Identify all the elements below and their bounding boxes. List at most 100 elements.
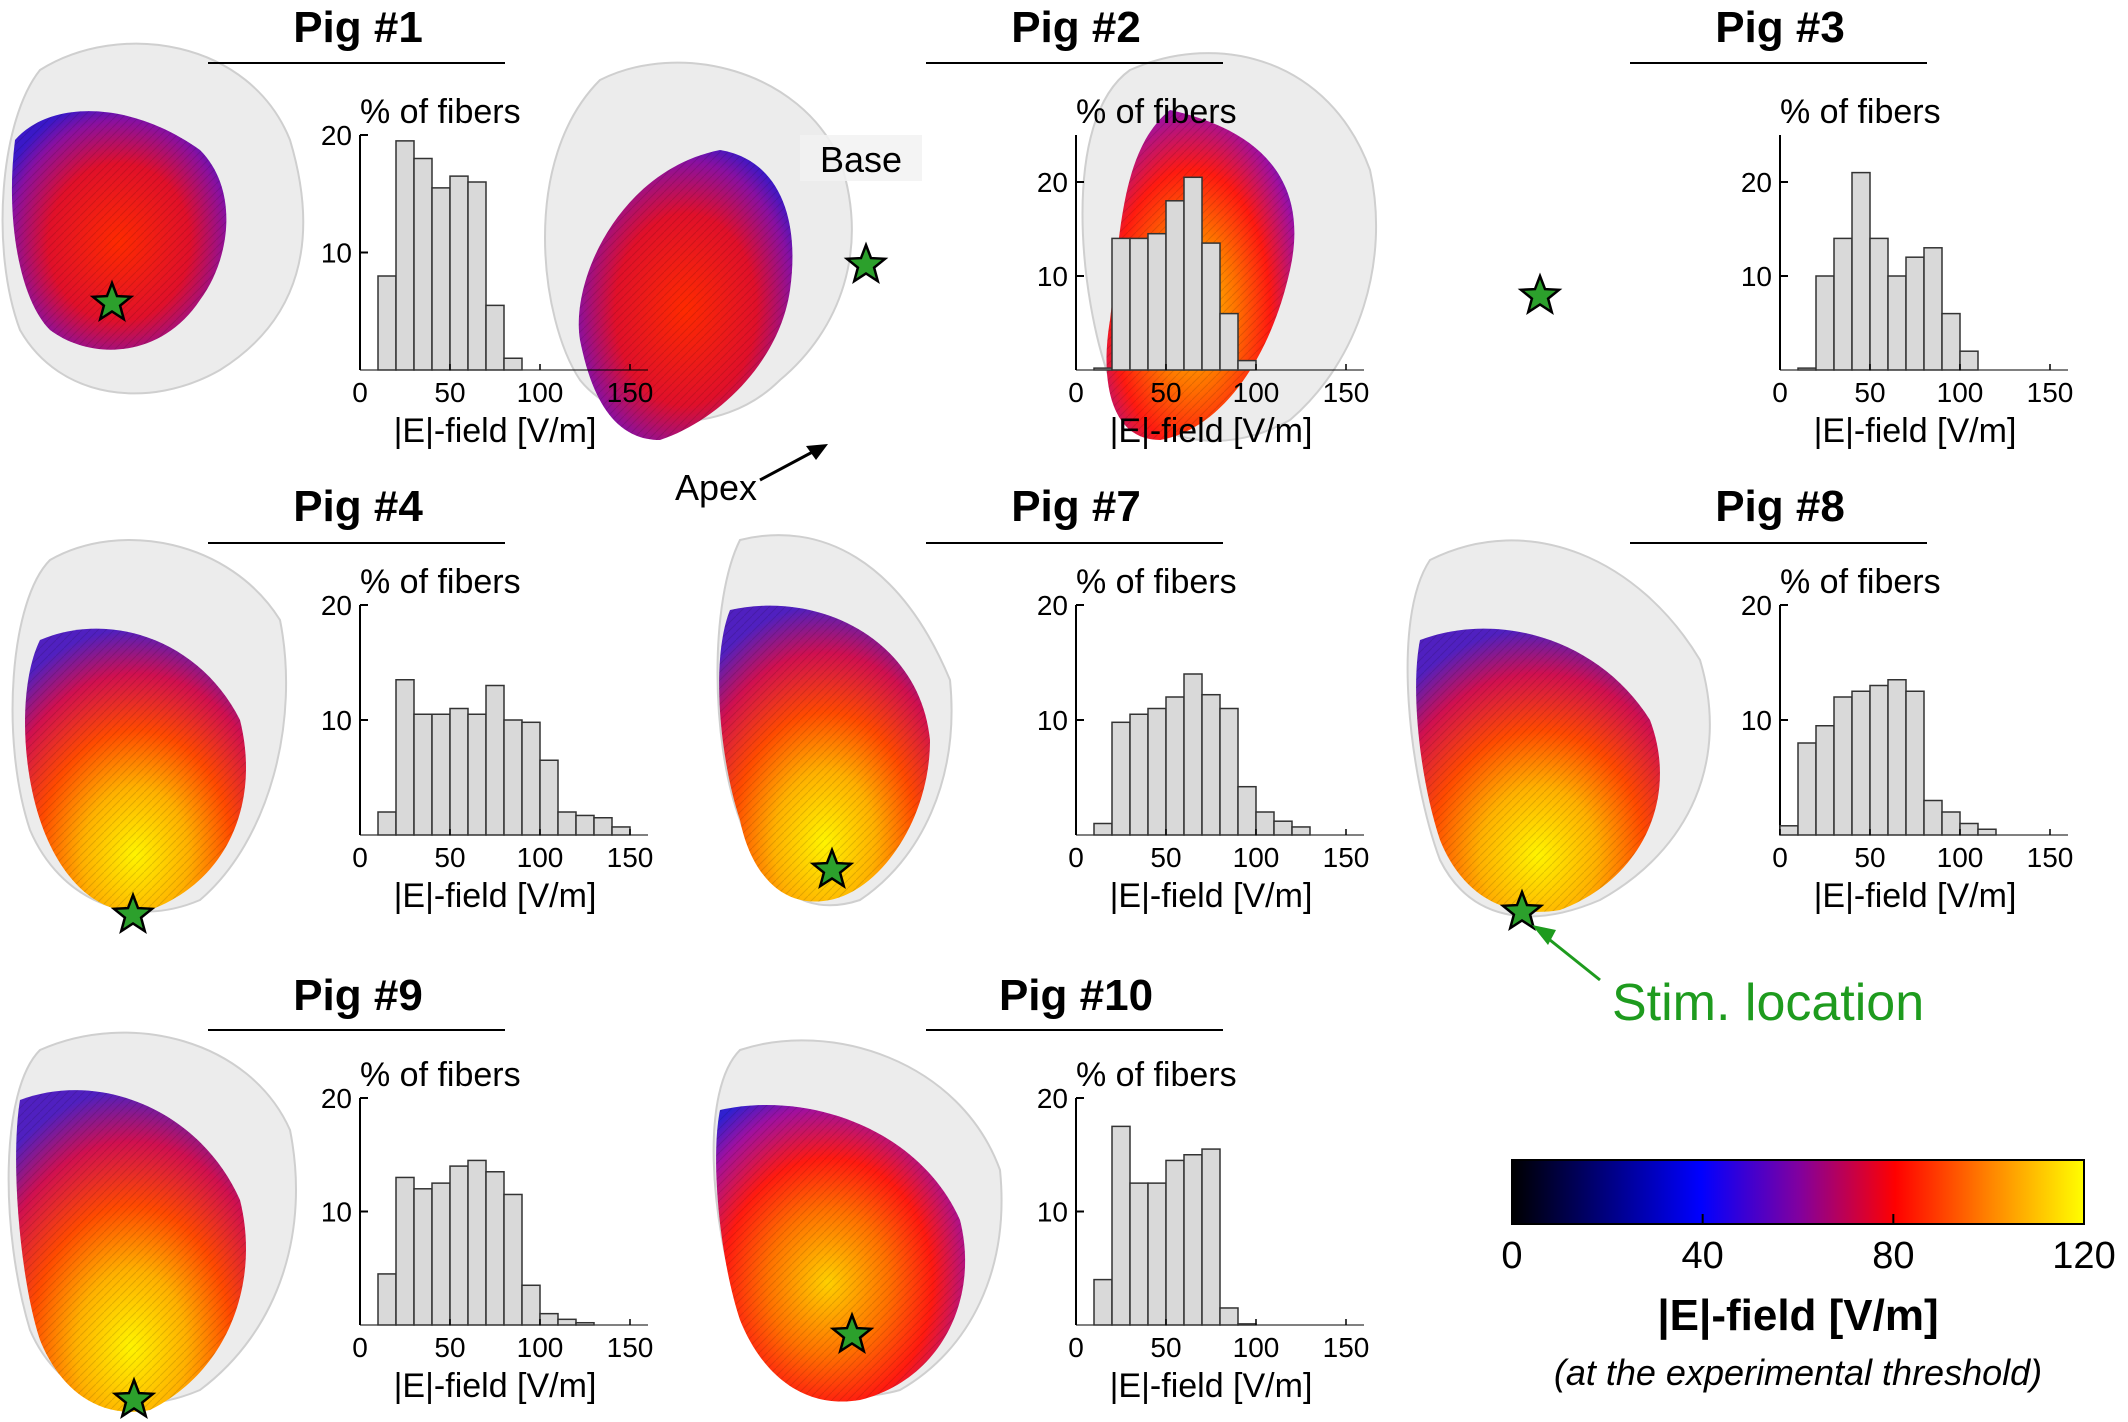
- heart-pig-2: [544, 61, 853, 440]
- x-tick-label: 100: [1937, 377, 1984, 408]
- x-tick-label: 100: [517, 377, 564, 408]
- histogram-bar: [1165, 1159, 1185, 1326]
- colorbar-tick-label: 40: [1682, 1235, 1724, 1277]
- histogram-bar: [539, 759, 559, 836]
- stim-star-icon: [1499, 888, 1545, 932]
- histogram-bar: [1923, 799, 1943, 836]
- histogram-bar: [449, 1165, 469, 1326]
- x-tick-label: 150: [2027, 377, 2074, 408]
- title-pig-7: Pig #7: [1011, 482, 1141, 531]
- y-axis-label: % of fibers: [360, 563, 521, 601]
- histogram-bar: [431, 713, 451, 836]
- histogram-bar: [1779, 825, 1799, 836]
- x-tick-label: 0: [1772, 842, 1788, 873]
- stim-star-icon: [89, 279, 135, 323]
- x-axis-label: |E|-field [V/m]: [394, 877, 597, 915]
- y-axis-label: % of fibers: [1780, 563, 1941, 601]
- y-axis-label: % of fibers: [360, 1056, 521, 1094]
- annotations: Base Apex Stim. location: [675, 135, 1924, 1032]
- histogram-bar: [467, 713, 487, 836]
- y-tick-label: 10: [321, 238, 352, 269]
- stim-arrowhead: [1532, 925, 1556, 945]
- histogram-bar: [413, 713, 433, 836]
- histogram-bar: [1237, 785, 1257, 836]
- histogram-bar: [1959, 350, 1979, 371]
- colorbar-title: |E|-field [V/m]: [1657, 1291, 1938, 1341]
- histogram-bar: [467, 181, 487, 371]
- panel-titles: Pig #1 Pig #2 Pig #3 Pig #4 Pig #7 Pig #…: [208, 3, 1927, 1031]
- histogram-bar: [377, 811, 397, 836]
- x-tick-label: 100: [517, 1332, 564, 1363]
- histogram-bar: [1941, 811, 1961, 836]
- histogram-bar: [1851, 690, 1871, 836]
- histogram-bar: [1851, 171, 1871, 371]
- histogram-bar: [395, 140, 415, 371]
- histogram-bar: [1833, 696, 1853, 836]
- histogram-bar: [449, 175, 469, 371]
- heart-pig-10: [712, 1039, 1003, 1402]
- histogram-bar: [1093, 1278, 1113, 1326]
- histogram-bar: [575, 814, 595, 836]
- histogram-4: 10 20 0 50 100 150 % of fibers |E|-field [V/m]: [321, 563, 654, 915]
- histogram-bar: [1201, 693, 1221, 836]
- histogram-bar: [1183, 1154, 1203, 1326]
- histogram-bar: [1183, 673, 1203, 836]
- x-tick-label: 150: [607, 842, 654, 873]
- stim-star-icon: [110, 891, 156, 935]
- x-tick-label: 0: [352, 1332, 368, 1363]
- apex-label: Apex: [675, 467, 757, 508]
- histogram-bar: [1887, 275, 1907, 371]
- histogram-bar: [575, 1321, 595, 1326]
- heart-pig-8: [1406, 539, 1711, 918]
- x-tick-label: 0: [1068, 377, 1084, 408]
- histogram-bar: [1797, 742, 1817, 836]
- y-tick-label: 10: [321, 705, 352, 736]
- x-axis-label: |E|-field [V/m]: [394, 412, 597, 450]
- y-tick-label: 20: [1037, 167, 1068, 198]
- stim-star-icon: [111, 1376, 157, 1420]
- colorbar-tick-label: 0: [1501, 1235, 1522, 1277]
- heart-pig-1: [1, 42, 305, 395]
- x-tick-label: 50: [434, 377, 465, 408]
- histogram-1: 10 20 0 50 100 150 % of fibers |E|-field [V/m]: [321, 93, 654, 450]
- title-pig-2: Pig #2: [1011, 3, 1141, 52]
- histogram-bar: [485, 684, 505, 836]
- x-axis-label: |E|-field [V/m]: [1814, 412, 2017, 450]
- histogram-bar: [413, 157, 433, 371]
- histogram-bar: [593, 817, 613, 836]
- y-tick-label: 10: [1037, 261, 1068, 292]
- histogram-bar: [1869, 237, 1889, 371]
- histogram-bar: [1111, 721, 1131, 836]
- x-tick-label: 100: [1233, 1332, 1280, 1363]
- y-axis-label: % of fibers: [1076, 1056, 1237, 1094]
- histogram-bar: [557, 1318, 577, 1326]
- x-tick-label: 150: [2027, 842, 2074, 873]
- colorbar-gradient: [1511, 1159, 2085, 1225]
- histogram-bar: [611, 826, 631, 836]
- y-tick-label: 20: [1741, 167, 1772, 198]
- y-axis-label: % of fibers: [1780, 93, 1941, 131]
- y-tick-label: 20: [321, 1083, 352, 1114]
- histogram-bar: [1815, 725, 1835, 836]
- x-tick-label: 150: [1323, 842, 1370, 873]
- histogram-bar: [1815, 275, 1835, 371]
- histogram-bar: [1129, 1182, 1149, 1326]
- x-tick-label: 150: [607, 1332, 654, 1363]
- colorbar-tick-label: 80: [1872, 1235, 1914, 1277]
- histogram-bar: [1905, 690, 1925, 836]
- y-tick-label: 20: [1037, 1083, 1068, 1114]
- x-tick-label: 50: [1854, 377, 1885, 408]
- histogram-bar: [1977, 828, 1997, 836]
- x-tick-label: 50: [1150, 377, 1181, 408]
- y-tick-label: 10: [1741, 261, 1772, 292]
- histogram-bar: [1201, 242, 1221, 371]
- y-tick-label: 10: [321, 1197, 352, 1228]
- x-axis-label: |E|-field [V/m]: [1110, 412, 1313, 450]
- histogram-bar: [467, 1159, 487, 1326]
- histogram-3: 10 20 0 50 100 150 % of fibers |E|-field [V/m]: [1741, 93, 2074, 450]
- histogram-bar: [1147, 232, 1167, 371]
- title-pig-3: Pig #3: [1715, 3, 1845, 52]
- histogram-bar: [1905, 256, 1925, 371]
- stim-stars: [89, 241, 1563, 1420]
- histogram-bar: [485, 1171, 505, 1326]
